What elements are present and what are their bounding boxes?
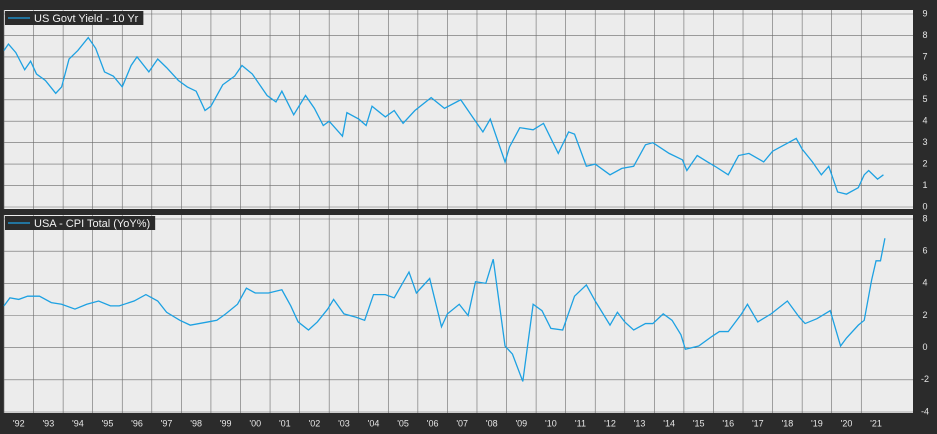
y-tick-label: 1 <box>922 180 927 190</box>
x-tick-label: '21 <box>870 418 882 428</box>
y-tick-label: 6 <box>922 246 927 256</box>
x-tick-label: '06 <box>427 418 439 428</box>
y-tick-label: 8 <box>922 213 927 223</box>
x-tick-label: '93 <box>42 418 54 428</box>
x-tick-label: '95 <box>102 418 114 428</box>
y-tick-label: 4 <box>922 278 927 288</box>
legend-label: US Govt Yield - 10 Yr <box>34 13 139 25</box>
y-tick-label: 4 <box>922 116 927 126</box>
legend-box <box>5 11 144 25</box>
x-tick-label: '02 <box>309 418 321 428</box>
data-line <box>3 238 886 382</box>
x-tick-label: '96 <box>131 418 143 428</box>
x-tick-label: '97 <box>161 418 173 428</box>
x-tick-label: '14 <box>663 418 675 428</box>
x-tick-label: '99 <box>220 418 232 428</box>
x-tick-label: '08 <box>486 418 498 428</box>
x-tick-label: '01 <box>279 418 291 428</box>
x-tick-label: '18 <box>781 418 793 428</box>
x-tick-label: '11 <box>575 418 586 428</box>
x-tick-label: '92 <box>13 418 25 428</box>
x-tick-label: '03 <box>338 418 350 428</box>
x-tick-label: '05 <box>397 418 409 428</box>
y-tick-label: 3 <box>922 137 927 147</box>
y-tick-label: 8 <box>922 30 927 40</box>
x-tick-label: '04 <box>368 418 380 428</box>
x-tick-label: '94 <box>72 418 84 428</box>
plot-area <box>4 10 913 209</box>
y-tick-label: 0 <box>922 201 927 211</box>
y-tick-label: 5 <box>922 94 927 104</box>
legend-box <box>5 216 156 230</box>
y-tick-label: -2 <box>921 374 929 384</box>
x-tick-label: '17 <box>752 418 764 428</box>
x-tick-label: '98 <box>190 418 202 428</box>
y-tick-label: 7 <box>922 51 927 61</box>
x-tick-label: '15 <box>693 418 705 428</box>
y-tick-label: -4 <box>921 406 929 416</box>
x-tick-label: '19 <box>811 418 823 428</box>
y-tick-label: 0 <box>922 342 927 352</box>
y-tick-label: 2 <box>922 158 927 168</box>
y-tick-label: 2 <box>922 310 927 320</box>
x-tick-label: '20 <box>841 418 853 428</box>
y-tick-label: 9 <box>922 8 927 18</box>
x-tick-label: '00 <box>249 418 261 428</box>
x-tick-label: '10 <box>545 418 557 428</box>
legend-label: USA - CPI Total (YoY%) <box>34 218 150 230</box>
x-tick-label: '07 <box>456 418 468 428</box>
y-tick-label: 6 <box>922 73 927 83</box>
x-tick-label: '13 <box>634 418 646 428</box>
x-tick-label: '12 <box>604 418 616 428</box>
data-line <box>3 36 884 195</box>
x-tick-label: '09 <box>515 418 527 428</box>
plot-area <box>4 215 913 413</box>
x-tick-label: '16 <box>722 418 734 428</box>
